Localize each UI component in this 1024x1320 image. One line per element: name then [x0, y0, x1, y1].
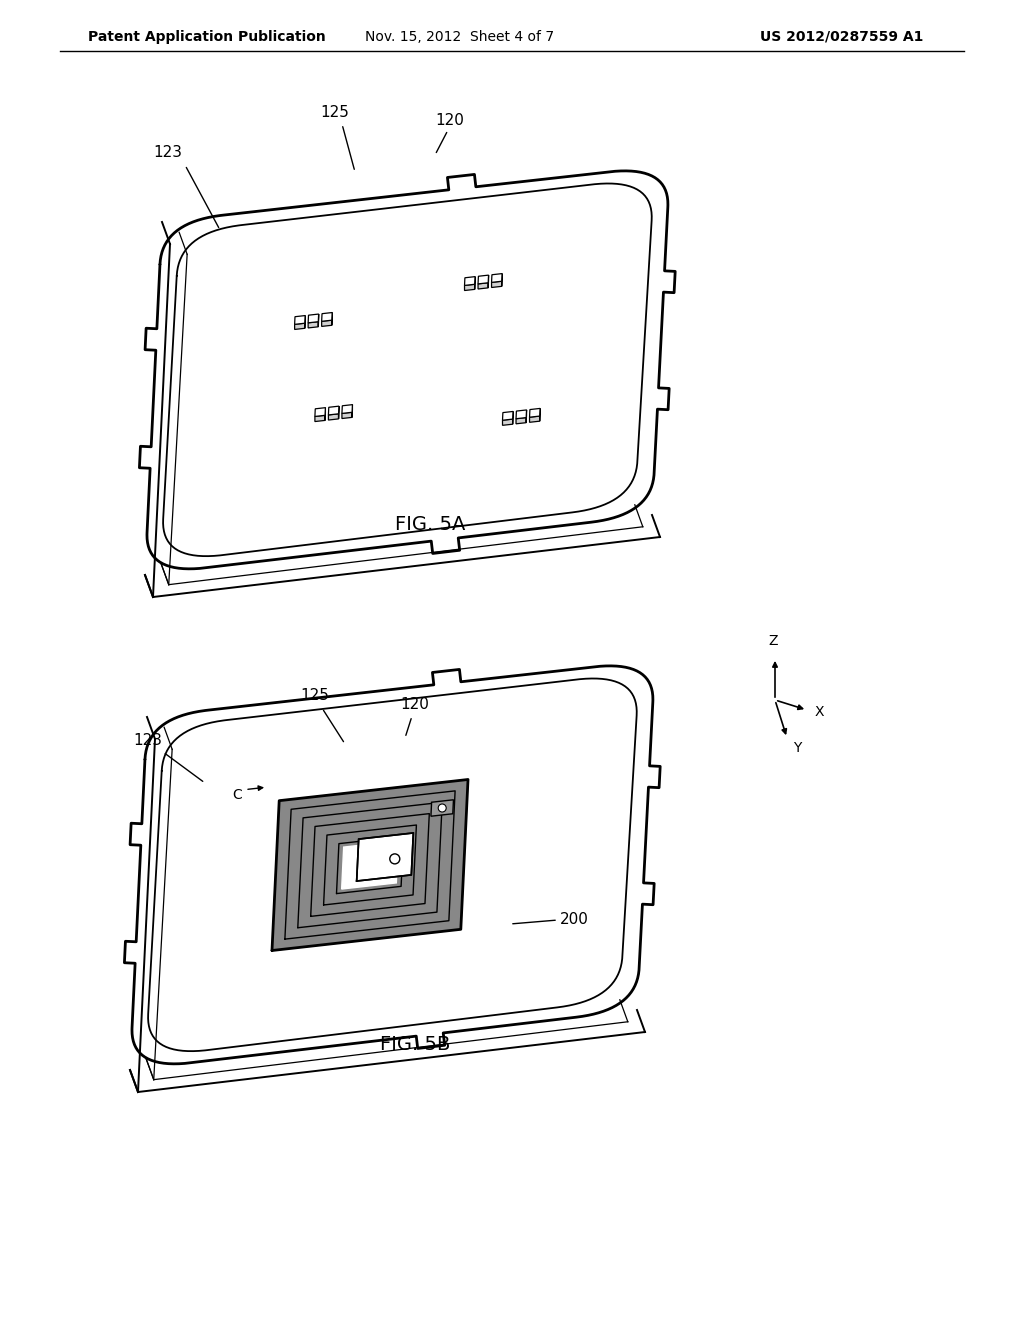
Text: Z: Z: [768, 634, 778, 648]
Polygon shape: [465, 277, 475, 285]
Polygon shape: [492, 273, 502, 282]
Circle shape: [390, 854, 399, 863]
Polygon shape: [342, 405, 352, 413]
Polygon shape: [329, 407, 339, 414]
Polygon shape: [285, 791, 455, 939]
Text: Nov. 15, 2012  Sheet 4 of 7: Nov. 15, 2012 Sheet 4 of 7: [366, 30, 555, 44]
Text: 125: 125: [301, 688, 330, 704]
Polygon shape: [295, 315, 305, 325]
Polygon shape: [342, 841, 398, 890]
Polygon shape: [310, 813, 429, 916]
Polygon shape: [529, 416, 540, 422]
Polygon shape: [272, 780, 468, 950]
Polygon shape: [516, 411, 526, 418]
Polygon shape: [308, 314, 318, 323]
Polygon shape: [329, 413, 339, 420]
Text: 125: 125: [321, 106, 349, 120]
Polygon shape: [342, 412, 352, 418]
Text: 123: 123: [133, 733, 163, 748]
Text: 200: 200: [560, 912, 589, 928]
Polygon shape: [315, 416, 325, 421]
Text: US 2012/0287559 A1: US 2012/0287559 A1: [760, 30, 924, 44]
Polygon shape: [529, 408, 540, 417]
Polygon shape: [315, 408, 326, 416]
Polygon shape: [478, 275, 488, 284]
Polygon shape: [298, 803, 442, 928]
Polygon shape: [322, 321, 332, 326]
Polygon shape: [478, 282, 488, 289]
Text: 123: 123: [154, 145, 182, 160]
Polygon shape: [503, 412, 513, 420]
Polygon shape: [492, 281, 502, 288]
Polygon shape: [324, 825, 417, 906]
Polygon shape: [322, 313, 332, 321]
Polygon shape: [431, 800, 454, 816]
Text: FIG. 5A: FIG. 5A: [395, 516, 465, 535]
Circle shape: [438, 804, 446, 812]
Polygon shape: [503, 420, 513, 425]
Text: C: C: [232, 788, 242, 803]
Text: FIG. 5B: FIG. 5B: [380, 1035, 451, 1055]
Text: Patent Application Publication: Patent Application Publication: [88, 30, 326, 44]
Text: C': C': [377, 854, 391, 867]
Polygon shape: [516, 417, 526, 424]
Text: 120: 120: [435, 114, 465, 128]
Text: X: X: [815, 705, 824, 719]
Text: Y: Y: [793, 741, 802, 755]
Polygon shape: [337, 837, 403, 894]
Polygon shape: [295, 323, 305, 330]
Polygon shape: [308, 322, 318, 327]
Polygon shape: [465, 284, 475, 290]
Polygon shape: [356, 833, 414, 880]
Text: 120: 120: [400, 697, 429, 711]
